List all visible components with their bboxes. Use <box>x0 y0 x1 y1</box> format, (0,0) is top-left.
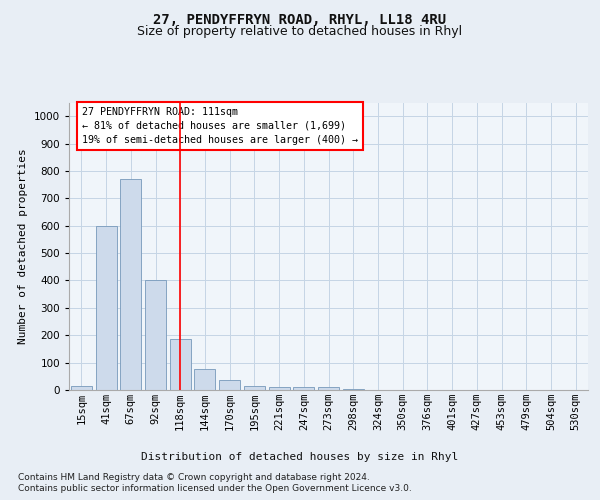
Text: Size of property relative to detached houses in Rhyl: Size of property relative to detached ho… <box>137 25 463 38</box>
Bar <box>343 388 364 390</box>
Bar <box>194 370 215 390</box>
Text: Contains HM Land Registry data © Crown copyright and database right 2024.: Contains HM Land Registry data © Crown c… <box>18 472 370 482</box>
Bar <box>120 179 141 390</box>
Text: 27 PENDYFFRYN ROAD: 111sqm
← 81% of detached houses are smaller (1,699)
19% of s: 27 PENDYFFRYN ROAD: 111sqm ← 81% of deta… <box>82 107 358 145</box>
Bar <box>318 388 339 390</box>
Bar <box>170 340 191 390</box>
Bar <box>145 280 166 390</box>
Bar <box>71 386 92 390</box>
Bar <box>244 386 265 390</box>
Bar <box>95 226 116 390</box>
Bar <box>293 388 314 390</box>
Bar <box>219 380 240 390</box>
Text: Distribution of detached houses by size in Rhyl: Distribution of detached houses by size … <box>142 452 458 462</box>
Text: 27, PENDYFFRYN ROAD, RHYL, LL18 4RU: 27, PENDYFFRYN ROAD, RHYL, LL18 4RU <box>154 12 446 26</box>
Bar <box>269 388 290 390</box>
Y-axis label: Number of detached properties: Number of detached properties <box>18 148 28 344</box>
Text: Contains public sector information licensed under the Open Government Licence v3: Contains public sector information licen… <box>18 484 412 493</box>
